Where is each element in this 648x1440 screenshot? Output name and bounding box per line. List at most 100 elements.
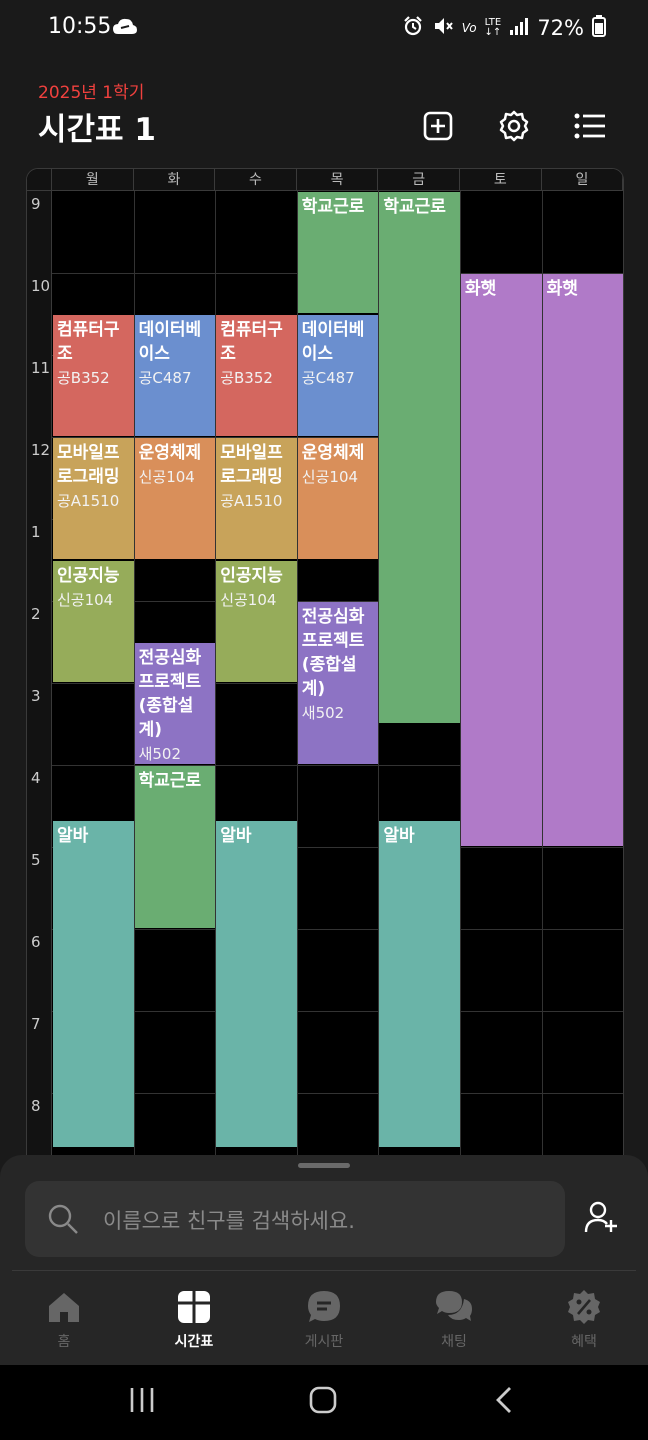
- course-title: 학교근로: [301, 197, 365, 217]
- course-title: 컴퓨터구조: [220, 320, 283, 364]
- tab-label-home: 홈: [57, 1334, 71, 1350]
- search-icon: [47, 1203, 79, 1239]
- page-title[interactable]: 시간표 1: [38, 112, 156, 148]
- course-block[interactable]: 모바일프로그래밍 공A1510: [53, 438, 134, 560]
- list-icon: [574, 113, 605, 139]
- settings-button[interactable]: [494, 106, 534, 146]
- semester-label[interactable]: 2025년 1학기: [38, 83, 145, 103]
- tab-label-timetable: 시간표: [174, 1334, 214, 1350]
- course-block[interactable]: 학교근로: [379, 192, 460, 724]
- course-title: 학교근로: [383, 197, 446, 217]
- course-block[interactable]: 화햇: [542, 274, 623, 847]
- course-block[interactable]: 전공심화프로젝트(종합설계) 새502: [134, 643, 216, 765]
- day-header: 목: [296, 169, 379, 191]
- course-title: 화햇: [546, 279, 578, 299]
- cloud-icon: [112, 16, 138, 42]
- course-title: 운영체제: [301, 443, 365, 463]
- course-block[interactable]: 알바: [379, 820, 460, 1148]
- tab-timetable[interactable]: 시간표: [134, 1287, 254, 1351]
- hour-label: 11: [31, 359, 51, 377]
- day-header: 토: [460, 169, 542, 191]
- hour-line: [52, 1011, 623, 1012]
- hour-label: 9: [31, 195, 41, 213]
- course-block[interactable]: 알바: [216, 820, 297, 1148]
- home-button[interactable]: [308, 1385, 338, 1419]
- tab-board[interactable]: 게시판: [264, 1287, 384, 1351]
- course-block[interactable]: 알바: [53, 820, 134, 1148]
- add-friend-button[interactable]: [584, 1200, 618, 1238]
- battery-icon: [592, 15, 606, 41]
- tab-home[interactable]: 홈: [4, 1287, 124, 1351]
- column-divider: [215, 169, 217, 1159]
- hour-line: [52, 929, 623, 930]
- timetable-grid[interactable]: 월 화 수 목 금 토 일 9 10 11 12 1 2 3 4 5 6 7 8 컴퓨터구조 공B352 모바일프로그래밍…: [26, 168, 624, 1159]
- course-title: 컴퓨터구조: [57, 320, 120, 364]
- course-title: 전공심화프로젝트(종합설계): [138, 648, 202, 740]
- home-icon: [49, 1293, 79, 1322]
- course-room: 신공104: [57, 591, 114, 609]
- column-divider: [623, 169, 624, 1159]
- day-header: 금: [378, 169, 460, 191]
- course-title: 운영체제: [138, 443, 202, 463]
- course-title: 인공지능: [220, 566, 283, 586]
- course-block[interactable]: 데이터베이스 공C487: [297, 315, 379, 437]
- back-button[interactable]: [492, 1385, 516, 1419]
- recent-apps-button[interactable]: [128, 1385, 156, 1419]
- column-divider: [378, 169, 380, 1159]
- course-room: 공A1510: [220, 492, 283, 510]
- hour-label: 4: [31, 769, 41, 787]
- hour-label: 8: [31, 1097, 41, 1115]
- hour-line: [52, 437, 623, 438]
- hour-label: 3: [31, 687, 41, 705]
- list-button[interactable]: [570, 106, 610, 146]
- tab-label-board: 게시판: [304, 1334, 344, 1350]
- board-icon: [308, 1291, 340, 1322]
- hour-line: [52, 847, 623, 848]
- hour-label: 10: [31, 277, 51, 295]
- course-title: 인공지능: [57, 566, 120, 586]
- lte-indicator: LTE ↓↑: [484, 17, 502, 38]
- column-divider: [296, 169, 298, 1159]
- recent-apps-icon: [130, 1388, 154, 1412]
- benefit-icon: [568, 1290, 600, 1324]
- course-room: 새502: [301, 704, 345, 722]
- course-block[interactable]: 학교근로: [134, 766, 216, 929]
- course-block[interactable]: 전공심화프로젝트(종합설계) 새502: [297, 602, 379, 765]
- course-title: 모바일프로그래밍: [220, 443, 283, 487]
- course-title: 화햇: [465, 279, 497, 299]
- tab-chat[interactable]: 채팅: [394, 1287, 514, 1351]
- column-divider: [133, 169, 135, 1159]
- search-placeholder: 이름으로 친구를 검색하세요.: [103, 1209, 355, 1233]
- course-block[interactable]: 화햇: [461, 274, 542, 847]
- course-block[interactable]: 데이터베이스 공C487: [134, 315, 216, 437]
- column-divider: [541, 169, 543, 1159]
- add-button[interactable]: [418, 106, 458, 146]
- column-divider: [460, 169, 461, 1159]
- tab-benefit[interactable]: 혜택: [524, 1287, 644, 1351]
- course-room: 공B352: [220, 369, 273, 387]
- course-room: 공C487: [138, 369, 192, 387]
- mute-icon: [432, 15, 454, 41]
- grid-corner: [27, 169, 52, 191]
- course-block[interactable]: 학교근로: [297, 192, 379, 314]
- course-room: 공A1510: [57, 492, 120, 510]
- course-room: 공B352: [57, 369, 110, 387]
- hour-label: 5: [31, 851, 41, 869]
- course-block[interactable]: 운영체제 신공104: [297, 438, 379, 560]
- hour-label: 6: [31, 933, 41, 951]
- course-title: 알바: [383, 825, 415, 846]
- course-room: 신공104: [138, 468, 195, 486]
- status-time: 10:55: [48, 14, 112, 39]
- back-icon: [496, 1387, 511, 1413]
- course-block[interactable]: 인공지능 신공104: [216, 561, 297, 683]
- hour-label: 7: [31, 1015, 41, 1033]
- sheet-handle[interactable]: [298, 1163, 350, 1168]
- search-field[interactable]: 이름으로 친구를 검색하세요.: [25, 1181, 565, 1257]
- course-title: 알바: [57, 825, 89, 846]
